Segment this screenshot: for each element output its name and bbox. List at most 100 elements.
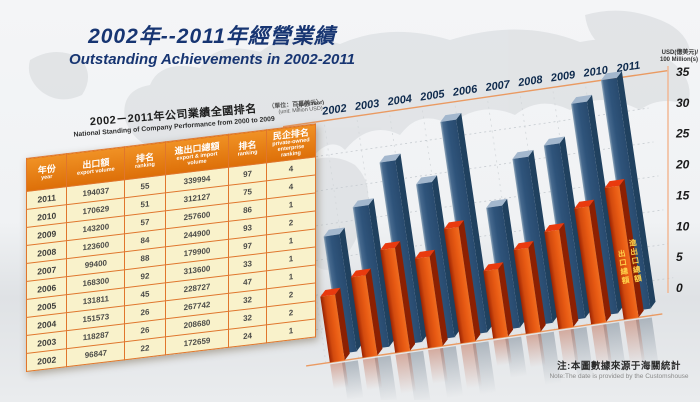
legend-import-export-char: 總 <box>632 264 641 275</box>
bar-reflection <box>439 346 464 399</box>
page-title: 2002年--2011年經營業績 <box>88 25 336 48</box>
y-tick-35: 35 <box>676 65 690 79</box>
chart-bar-import-export-2010-side <box>586 94 623 314</box>
year-label-2004: 2004 <box>386 93 413 109</box>
chart-bar-import-export-2008-front <box>512 156 553 326</box>
year-label-2007: 2007 <box>484 78 512 94</box>
chart-bar-export-2004-front <box>380 247 411 353</box>
year-label-2002: 2002 <box>321 102 348 118</box>
chart-bar-import-export-2004-top <box>379 153 401 163</box>
bar-reflection <box>428 347 448 385</box>
col-header-ranking: 排名 ranking <box>228 129 267 168</box>
chart-bar-export-2010-top <box>574 199 595 209</box>
chart-bar-export-2011-side <box>619 178 644 318</box>
chart-bar-import-export-2011-side <box>616 71 656 309</box>
y-axis-unit-line2: 100 Million(s) <box>659 57 698 63</box>
y-tick-15: 15 <box>676 188 690 202</box>
source-note-zh: 注:本圖數據來源于海關統計 <box>557 361 681 372</box>
chart-bar-export-2004-top <box>380 241 401 251</box>
y-tick-25: 25 <box>675 127 690 141</box>
chart-bar-export-2010-side <box>589 199 612 323</box>
source-note-en: Note:The date is provided by the Customs… <box>549 373 689 380</box>
legend-export-char: 出 <box>617 248 626 259</box>
y-tick-10: 10 <box>676 219 690 233</box>
bar-reflection <box>330 362 349 390</box>
title-block: 2002年--2011年經營業績 Outstanding Achievement… <box>52 20 372 68</box>
chart-bar-export-2002-side <box>335 287 350 361</box>
bar-reflection <box>526 333 546 368</box>
bar-reflection <box>537 331 562 386</box>
y-tick-20: 20 <box>675 158 690 172</box>
bar-reflection <box>493 338 513 367</box>
col-header-ranking: 排名 ranking <box>124 141 166 180</box>
chart-bar-import-export-2007-top <box>486 198 508 208</box>
bar-reflection <box>395 352 417 394</box>
chart-bar-export-2009-side <box>559 222 579 327</box>
chart-bar-export-2006-top <box>443 220 464 230</box>
chart-bar-export-2007-top <box>483 262 504 272</box>
chart-bar-export-2003-top <box>350 268 371 278</box>
chart-bar-import-export-2005-side <box>431 175 460 338</box>
chart-bar-import-export-2006-side <box>456 112 493 333</box>
chart-bar-export-2008-side <box>528 241 546 332</box>
legend-export-char: 額 <box>620 274 630 285</box>
bar-reflection <box>460 343 482 389</box>
chart-bar-import-export-2009-top <box>543 136 565 146</box>
legend-import-export-char: 口 <box>631 256 640 266</box>
year-label-2011: 2011 <box>615 60 641 75</box>
x-axis-label: (年份/Year) <box>296 98 325 110</box>
chart-bar-import-export-2002-side <box>339 227 362 352</box>
chart-bar-export-2002-top <box>320 287 341 297</box>
chart-bar-export-2008-top <box>513 241 534 251</box>
chart-bar-import-export-2009-side <box>559 136 591 319</box>
bar-reflection <box>558 328 579 369</box>
year-label-2006: 2006 <box>451 83 479 99</box>
y-tick-0: 0 <box>676 281 683 295</box>
chart-bar-export-2009-top <box>544 222 565 232</box>
chart-bar-import-export-2010-top <box>571 94 592 104</box>
chart-bar-import-export-2005-top <box>416 175 437 185</box>
bar-reflection <box>505 336 527 378</box>
chart-bar-export-2005-side <box>429 249 448 346</box>
y-axis-unit-line1: USD(億美元)/ <box>661 50 698 56</box>
chart-bar-import-export-2003-top <box>352 198 374 208</box>
chart-bar-export-2010-front <box>574 206 606 325</box>
performance-table: 年份 year 出口額 export volume 排名 ranking 進出口總額 expo… <box>26 123 316 373</box>
chart-bar-import-export-2008-top <box>512 149 534 160</box>
table-cell: 24 <box>228 324 267 348</box>
chart-bar-export-2004-side <box>395 241 416 351</box>
chart-bar-export-2006-front <box>443 227 476 344</box>
bar-reflection <box>362 357 383 391</box>
map-landmass-america <box>585 10 690 56</box>
col-header-year: 年份 year <box>26 153 67 192</box>
chart-bar-import-export-2006-top <box>440 112 462 122</box>
chart-bar-export-2003-front <box>350 275 378 358</box>
bar-reflection <box>374 355 398 400</box>
legend-import-export-char: 進 <box>628 237 637 248</box>
page-subtitle: Outstanding Achievements in 2002-2011 <box>69 51 355 68</box>
chart-bar-export-2005-front <box>414 256 443 349</box>
chart-bar-export-2007-front <box>483 269 508 339</box>
chart-bar-export-2008-front <box>513 247 541 334</box>
chart-bar-import-export-2004-side <box>395 153 427 342</box>
chart-bar-export-2007-side <box>498 262 514 337</box>
bar-reflection <box>342 360 364 400</box>
year-label-2008: 2008 <box>516 74 544 90</box>
y-axis-unit-label: USD(億美元)/ 100 Million(s) <box>638 50 698 64</box>
bar-reflection <box>591 324 613 371</box>
chart-bar-export-2006-side <box>458 220 481 342</box>
year-label-2010: 2010 <box>582 64 610 80</box>
legend-export-char: 口 <box>619 258 628 268</box>
source-note: 注:本圖數據來源于海關統計 Note:The date is provided … <box>538 358 700 380</box>
bar-reflection <box>570 327 594 381</box>
chart-bar-import-export-2007-side <box>502 198 525 328</box>
y-tick-5: 5 <box>676 250 683 264</box>
chart-bar-import-export-2011-top <box>600 71 622 81</box>
year-label-2003: 2003 <box>353 98 380 114</box>
chart-bar-export-2011-top <box>604 178 625 188</box>
chart-bar-import-export-2002-top <box>323 227 345 237</box>
legend-import-export-char: 額 <box>632 273 642 284</box>
year-label-2005: 2005 <box>418 88 446 104</box>
